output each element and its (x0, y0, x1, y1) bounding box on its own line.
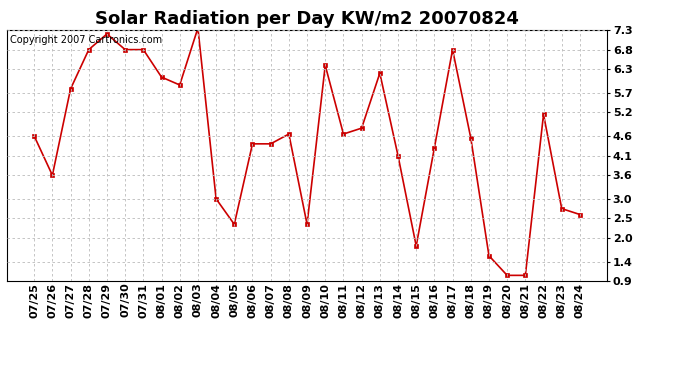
Title: Solar Radiation per Day KW/m2 20070824: Solar Radiation per Day KW/m2 20070824 (95, 10, 519, 28)
Text: Copyright 2007 Cartronics.com: Copyright 2007 Cartronics.com (10, 35, 162, 45)
